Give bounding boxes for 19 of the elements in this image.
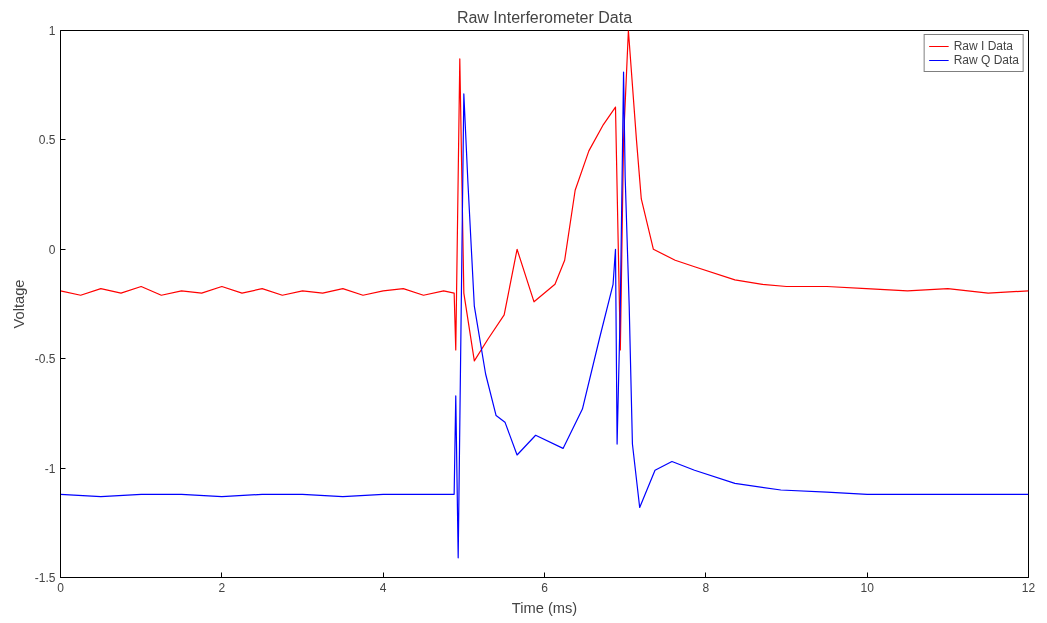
x-tick-label: 2 [218,580,226,595]
x-tick-label: 4 [379,580,387,595]
y-tick-label: 1 [48,24,56,38]
x-tick-label: 10 [860,580,875,595]
line-series [60,30,1029,362]
chart-title: Raw Interferometer Data [456,8,633,26]
y-tick-label: -1.5 [34,571,56,585]
y-axis-title: Voltage [10,279,27,329]
legend-label: Raw Q Data [953,53,1019,67]
x-tick-label: 6 [541,580,549,595]
y-tick-label: -0.5 [34,352,56,367]
x-tick-label: 12 [1021,580,1036,595]
legend-label: Raw I Data [953,39,1013,53]
y-tick-label: -1 [44,461,56,476]
x-tick-label: 8 [702,580,710,595]
line-series [60,71,1029,559]
x-axis-title: Time (ms) [511,599,578,616]
y-tick-label: 0 [48,242,56,257]
y-tick-label: 0.5 [38,133,56,148]
